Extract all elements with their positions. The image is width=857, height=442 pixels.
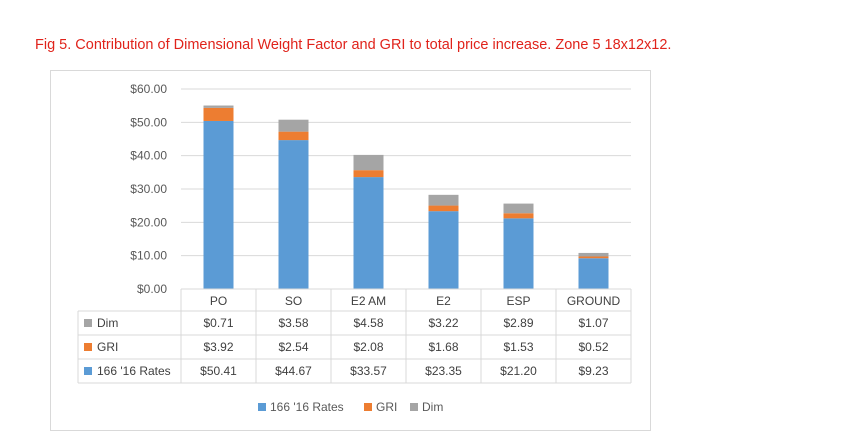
table-series-label: 166 '16 Rates [97,364,171,378]
data-label: $33.57 [350,364,387,378]
bar-segment [278,119,309,132]
bar-segment [428,194,459,206]
data-label: $0.52 [578,340,608,354]
bar-segment [203,107,234,121]
bar-segment [278,140,309,289]
x-category-label: E2 AM [351,294,386,308]
chart-frame [50,70,651,431]
legend-key [364,403,372,411]
data-label: $2.08 [353,340,383,354]
bar-segment [278,131,309,141]
data-label: $50.41 [200,364,237,378]
table-legend-key [84,367,92,375]
table-series-label: Dim [97,316,118,330]
x-category-label: E2 [436,294,451,308]
bar-segment [203,105,234,108]
y-tick-label: $20.00 [130,215,167,229]
bar-segment [578,258,609,289]
data-label: $21.20 [500,364,537,378]
data-label: $2.54 [278,340,308,354]
data-label: $3.58 [278,316,308,330]
bar-segment [353,170,384,178]
x-category-label: ESP [506,294,530,308]
bar-segment [503,213,534,219]
bar-segment [578,256,609,259]
bar-segment [428,211,459,289]
bar-segment [353,154,384,171]
data-label: $44.67 [275,364,312,378]
y-tick-label: $0.00 [137,282,167,296]
data-label: $1.07 [578,316,608,330]
bar-segment [203,120,234,289]
x-category-label: SO [285,294,302,308]
data-label: $2.89 [503,316,533,330]
legend-key [410,403,418,411]
legend-label: Dim [422,400,443,414]
data-label: $1.53 [503,340,533,354]
table-series-label: GRI [97,340,118,354]
table-legend-key [84,319,92,327]
y-tick-label: $40.00 [130,149,167,163]
y-tick-label: $50.00 [130,115,167,129]
legend-label: 166 '16 Rates [270,400,344,414]
bar-segment [353,177,384,289]
data-label: $9.23 [578,364,608,378]
legend-label: GRI [376,400,397,414]
data-label: $23.35 [425,364,462,378]
table-legend-key [84,343,92,351]
data-label: $1.68 [428,340,458,354]
x-category-label: GROUND [567,294,621,308]
bar-segment [503,218,534,289]
bar-segment [428,205,459,212]
data-label: $3.92 [203,340,233,354]
data-label: $4.58 [353,316,383,330]
y-tick-label: $30.00 [130,182,167,196]
legend-key [258,403,266,411]
bar-segment [578,252,609,257]
x-category-label: PO [210,294,227,308]
data-label: $0.71 [203,316,233,330]
bar-segment [503,203,534,214]
data-label: $3.22 [428,316,458,330]
y-tick-label: $60.00 [130,82,167,96]
y-tick-label: $10.00 [130,249,167,263]
chart-title: Fig 5. Contribution of Dimensional Weigh… [35,37,672,53]
